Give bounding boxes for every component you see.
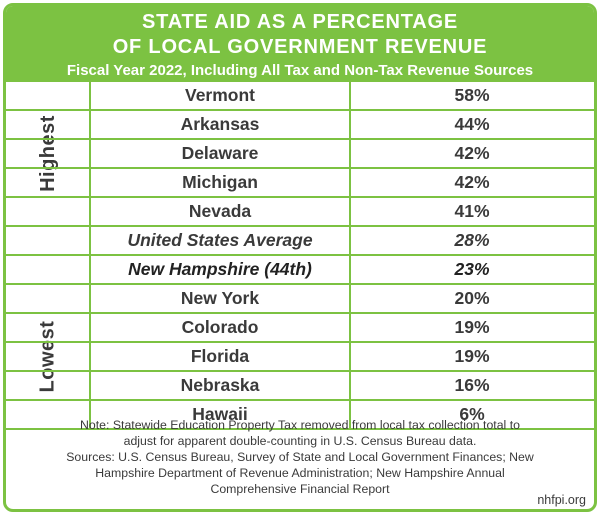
row-divider [6,399,594,401]
state-name-cell: Florida [190,346,250,366]
row-divider [6,254,594,256]
state-aid-percent-cell: 19% [454,346,490,366]
table-row: Nevada 41% [6,198,594,225]
state-aid-percent-cell: 19% [454,317,490,337]
state-aid-percent-cell: 28% [454,230,490,250]
column-divider [89,80,91,430]
note-line-2: adjust for apparent double-counting in U… [123,434,477,448]
state-name-cell: Michigan [182,172,258,192]
state-aid-percent-cell: 42% [454,143,490,163]
table-row: Florida 19% [6,343,594,370]
state-aid-percent-cell: 42% [454,172,490,192]
table-row: Nebraska 16% [6,372,594,399]
state-aid-percent-cell: 6% [459,404,485,424]
state-aid-percent-cell: 44% [454,114,490,134]
column-divider [349,80,351,430]
state-name-cell: Colorado [181,317,259,337]
state-name-cell: United States Average [127,230,313,250]
state-name-cell: Nebraska [180,375,260,395]
state-name-cell: Arkansas [180,114,260,134]
sources-line-1: Sources: U.S. Census Bureau, Survey of S… [66,450,534,464]
chart-header: STATE AID AS A PERCENTAGE OF LOCAL GOVER… [6,6,594,80]
brand-url: nhfpi.org [537,493,586,507]
chart-footnote: Note: Statewide Education Property Tax r… [6,415,594,497]
table-row: New Hampshire (44th) 23% [6,256,594,283]
row-divider [6,370,594,372]
row-divider [6,196,594,198]
chart-frame: STATE AID AS A PERCENTAGE OF LOCAL GOVER… [3,3,597,512]
note-line-1: Note: Statewide Education Property Tax r… [80,418,520,432]
state-aid-percent-cell: 23% [454,259,490,279]
state-aid-percent-cell: 16% [454,375,490,395]
table-row: Michigan 42% [6,169,594,196]
sources-line-2: Hampshire Department of Revenue Administ… [95,466,505,480]
state-aid-percent-cell: 20% [454,288,490,308]
table-row: Colorado 19% [6,314,594,341]
table-row: Delaware 42% [6,140,594,167]
table-row: United States Average 28% [6,227,594,254]
state-name-cell: Nevada [188,201,252,221]
table-row: New York 20% [6,285,594,312]
row-divider [6,80,594,82]
table-row: Vermont 58% [6,82,594,109]
chart-subtitle: Fiscal Year 2022, Including All Tax and … [66,62,534,79]
row-divider [6,167,594,169]
state-aid-table: Highest Lowest Vermont 58% Arkansas 44% Dela… [6,80,594,430]
row-divider [6,312,594,314]
state-name-cell: New York [180,288,260,308]
state-name-cell: Vermont [184,85,256,105]
row-divider [6,138,594,140]
sources-line-3: Comprehensive Financial Report [210,482,390,496]
row-divider [6,283,594,285]
state-name-cell: Hawaii [192,404,248,424]
state-name-cell: Delaware [181,143,259,163]
state-aid-percent-cell: 58% [454,85,490,105]
state-name-cell: New Hampshire (44th) [128,259,312,279]
row-divider [6,341,594,343]
row-divider [6,109,594,111]
chart-title-line-2: OF LOCAL GOVERNMENT REVENUE [112,36,488,58]
chart-title-line-1: STATE AID AS A PERCENTAGE [142,11,458,33]
table-row: Arkansas 44% [6,111,594,138]
row-divider [6,225,594,227]
row-divider [6,428,594,430]
table-row: Hawaii 6% [6,401,594,428]
state-aid-percent-cell: 41% [454,201,490,221]
